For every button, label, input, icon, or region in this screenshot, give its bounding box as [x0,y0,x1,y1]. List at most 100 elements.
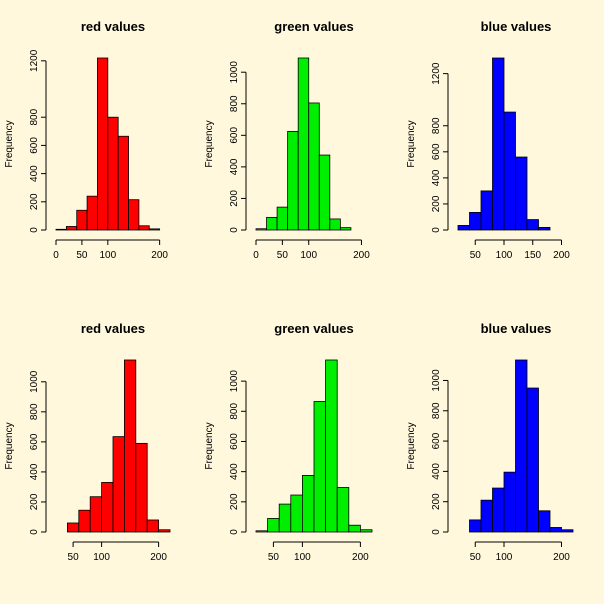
y-tick-label: 1000 [431,369,442,392]
x-tick-label: 150 [524,250,541,261]
x-tick-label: 100 [300,250,317,261]
y-tick-label: 0 [29,529,40,535]
histogram-bar [135,442,148,533]
y-tick-label: 1000 [229,370,240,393]
histogram-bar [266,216,278,231]
histogram-bar [67,522,80,533]
y-axis-label: Frequency [406,422,417,469]
histogram-bar [492,487,505,533]
histogram-bar [89,496,102,533]
x-tick-label: 100 [294,552,311,563]
histogram-bar [278,503,292,533]
y-tick-label: 600 [431,432,442,449]
x-tick-label: 0 [253,250,259,261]
y-tick-label: 1000 [229,61,240,84]
histogram-bar [538,226,551,231]
histogram-bar [255,228,267,231]
histogram-bar [148,228,161,231]
y-tick-label: 800 [229,95,240,112]
y-tick-label: 600 [29,137,40,154]
chart-title: blue values [481,321,552,336]
y-tick-label: 1200 [29,49,40,72]
histogram-bar [97,57,109,231]
x-tick-label: 50 [76,250,88,261]
y-tick-label: 0 [431,227,442,233]
y-tick-label: 400 [229,463,240,480]
histogram-bar [469,212,482,231]
x-tick-label: 100 [99,250,116,261]
x-tick-label: 50 [470,552,482,563]
x-tick-label: 50 [268,552,280,563]
histogram-bar [308,102,320,231]
y-tick-label: 600 [229,433,240,450]
x-tick-label: 200 [553,250,570,261]
histogram-bar [457,225,470,231]
histogram-bar [336,487,350,533]
x-tick-label: 200 [352,552,369,563]
histogram-bar [480,190,493,231]
histogram-bar [112,436,125,533]
histogram-bar [297,57,310,231]
histogram-bar [65,226,78,231]
y-tick-label: 200 [431,195,442,212]
y-tick-label: 600 [29,433,40,450]
histogram-bar [359,529,373,533]
y-tick-label: 800 [229,403,240,420]
histogram-bar [492,57,505,231]
histogram-panel: red values Frequency 0 200 400 600 800 1000 50 10… [4,321,171,563]
histogram-bar [78,509,91,533]
y-axis-label: Frequency [4,422,15,469]
x-tick-label: 100 [93,552,110,563]
histogram-bar [117,135,129,231]
histogram-bar [348,524,361,533]
histogram-bar [526,387,539,533]
histogram-bar [138,225,150,231]
y-tick-label: 800 [29,108,40,125]
histogram-bar [515,359,528,533]
histogram-bar [301,475,315,533]
y-tick-label: 200 [29,193,40,210]
x-tick-label: 200 [150,552,167,563]
histogram-bar [318,154,331,231]
y-tick-label: 400 [431,169,442,186]
chart-title: red values [81,321,145,336]
y-tick-label: 0 [29,227,40,233]
y-tick-label: 200 [229,493,240,510]
y-axis-label: Frequency [204,120,215,167]
histogram-bar [86,195,98,231]
x-tick-label: 200 [553,552,570,563]
y-tick-label: 600 [431,143,442,160]
histogram-panel: green values Frequency 0 200 400 600 800 1000 0 5… [204,19,370,261]
x-tick-label: 100 [496,250,513,261]
y-tick-label: 800 [29,403,40,420]
histogram-bar [287,130,299,231]
y-tick-label: 1000 [29,370,40,393]
x-tick-label: 200 [353,250,370,261]
chart-title: red values [81,19,145,34]
chart-title: green values [274,321,354,336]
histogram-panel: green values Frequency 0 200 400 600 800 1000 50… [204,321,373,563]
x-tick-label: 50 [277,250,289,261]
y-tick-label: 400 [229,158,240,175]
histogram-panel: blue values Frequency 0 200 400 600 800 1000 50 1… [406,321,574,563]
chart-title: green values [274,19,354,34]
histogram-bar [107,116,119,231]
histogram-bar [549,527,562,533]
y-axis-label: Frequency [4,120,15,167]
y-tick-label: 200 [29,493,40,510]
histogram-bar [55,228,67,231]
x-tick-label: 50 [470,250,482,261]
chart-title: blue values [481,19,552,34]
y-tick-label: 400 [29,463,40,480]
x-tick-label: 100 [496,552,513,563]
histogram-panel: blue values Frequency 0 200 400 600 800 1200 50 1… [406,19,570,261]
histogram-bar [128,199,140,231]
histogram-bar [561,529,574,533]
y-tick-label: 0 [431,529,442,535]
histogram-bar [503,471,516,533]
histogram-bar [538,510,551,533]
histogram-panel: red values Frequency 0 200 400 600 800 1200 0 50 1… [4,19,168,261]
y-tick-label: 0 [229,227,240,233]
histogram-bar [158,529,171,533]
